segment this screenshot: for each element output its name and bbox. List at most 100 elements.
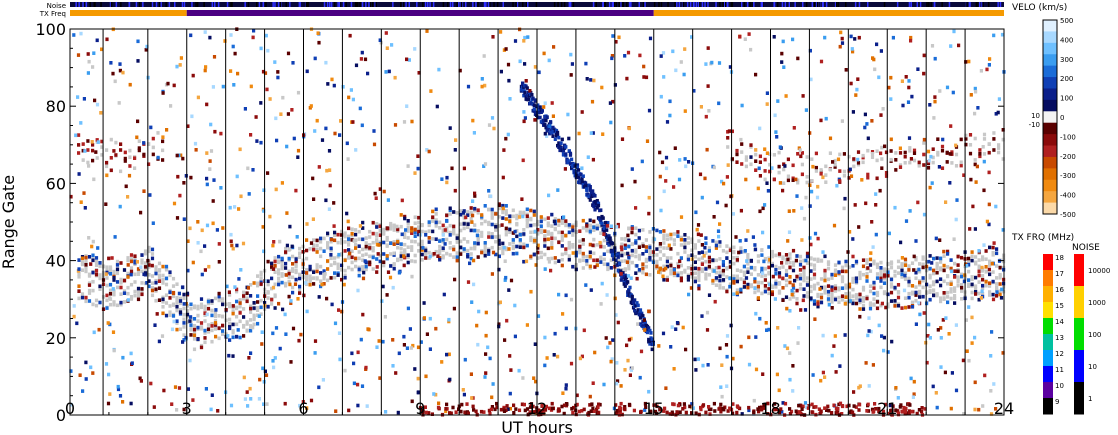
noise-bar-tick: [928, 2, 930, 7]
scatter-cell: [119, 300, 123, 305]
scatter-cell: [802, 278, 806, 283]
scatter-cell: [235, 174, 239, 179]
scatter-cell: [445, 180, 449, 185]
scatter-cell: [978, 152, 982, 156]
scatter-cell: [288, 247, 292, 251]
scatter-cell: [501, 210, 505, 215]
scatter-cell: [128, 148, 132, 153]
scatter-cell: [746, 257, 750, 261]
scatter-cell: [781, 276, 785, 281]
scatter-cell: [970, 341, 974, 345]
scatter-cell: [437, 401, 441, 406]
scatter-cell: [622, 406, 627, 411]
scatter-cell: [786, 178, 790, 183]
scatter-cell: [843, 333, 847, 337]
scatter-cell: [445, 175, 449, 180]
scatter-cell: [243, 107, 247, 111]
scatter-cell: [140, 281, 144, 285]
scatter-cell: [838, 152, 842, 157]
scatter-cell: [981, 292, 985, 296]
scatter-cell: [796, 341, 800, 345]
scatter-cell: [918, 280, 922, 285]
scatter-cell: [828, 136, 833, 141]
scatter-cell: [669, 236, 673, 241]
scatter-cell: [763, 266, 767, 271]
scatter-cell: [87, 255, 92, 259]
scatter-cell: [455, 211, 459, 215]
scatter-cell: [403, 232, 407, 236]
scatter-cell: [697, 284, 701, 288]
scatter-cell: [788, 265, 792, 270]
scatter-cell: [784, 268, 789, 273]
scatter-cell: [889, 299, 894, 303]
scatter-cell: [284, 250, 288, 254]
scatter-cell: [830, 285, 834, 289]
scatter-cell: [658, 270, 662, 275]
scatter-cell: [965, 264, 969, 268]
scatter-cell: [473, 206, 477, 211]
scatter-cell: [676, 403, 680, 408]
scatter-cell: [416, 390, 420, 395]
scatter-cell: [928, 336, 932, 340]
scatter-cell: [745, 259, 749, 263]
scatter-cell: [492, 126, 496, 131]
scatter-cell: [145, 44, 149, 49]
scatter-cell: [175, 298, 179, 303]
scatter-cell: [143, 268, 148, 273]
noise-bar-tick: [802, 2, 804, 7]
scatter-cell: [448, 208, 452, 212]
scatter-cell: [264, 373, 269, 377]
scatter-cell: [851, 294, 855, 298]
scatter-cell: [960, 274, 964, 279]
scatter-cell: [672, 267, 676, 272]
scatter-cell: [931, 280, 936, 285]
scatter-cell: [659, 407, 663, 412]
scatter-cell: [995, 264, 999, 268]
scatter-cell: [338, 133, 342, 137]
scatter-cell: [912, 379, 916, 384]
scatter-cell: [772, 153, 776, 157]
scatter-cell: [766, 412, 770, 416]
scatter-cell: [875, 290, 880, 295]
scatter-cell: [826, 262, 831, 267]
scatter-cell: [781, 39, 785, 44]
scatter-cell: [696, 223, 701, 227]
scatter-cell: [875, 176, 879, 181]
scatter-cell: [644, 264, 648, 269]
noise-bar-tick: [628, 2, 631, 7]
scatter-cell: [189, 302, 193, 307]
scatter-cell: [294, 263, 298, 267]
scatter-cell: [339, 119, 343, 123]
scatter-cell: [740, 150, 744, 154]
scatter-cell: [585, 224, 589, 228]
scatter-cell: [939, 299, 943, 304]
scatter-cell: [531, 404, 535, 409]
scatter-cell: [927, 322, 931, 327]
scatter-cell: [767, 327, 771, 332]
scatter-cell: [805, 405, 809, 409]
scatter-cell: [942, 249, 946, 254]
scatter-cell: [453, 188, 457, 193]
scatter-cell: [662, 264, 666, 269]
scatter-cell: [658, 249, 662, 254]
scatter-cell: [738, 239, 742, 243]
scatter-cell: [476, 237, 480, 242]
scatter-cell: [427, 236, 431, 240]
noise-bar-tick: [452, 2, 454, 7]
scatter-cell: [393, 123, 398, 127]
scatter-cell: [588, 224, 592, 228]
scatter-cell: [879, 303, 883, 308]
scatter-cell: [875, 272, 880, 276]
scatter-cell: [734, 235, 738, 239]
scatter-cell: [115, 259, 120, 264]
scatter-cell: [175, 308, 179, 313]
scatter-cell: [262, 209, 266, 213]
scatter-cell: [69, 402, 73, 407]
scatter-cell: [420, 258, 424, 262]
scatter-cell: [233, 51, 237, 56]
scatter-cell: [865, 261, 869, 265]
noise-bar-tick: [975, 2, 978, 7]
scatter-cell: [926, 166, 931, 170]
scatter-cell: [931, 160, 935, 165]
scatter-cell: [286, 112, 290, 116]
